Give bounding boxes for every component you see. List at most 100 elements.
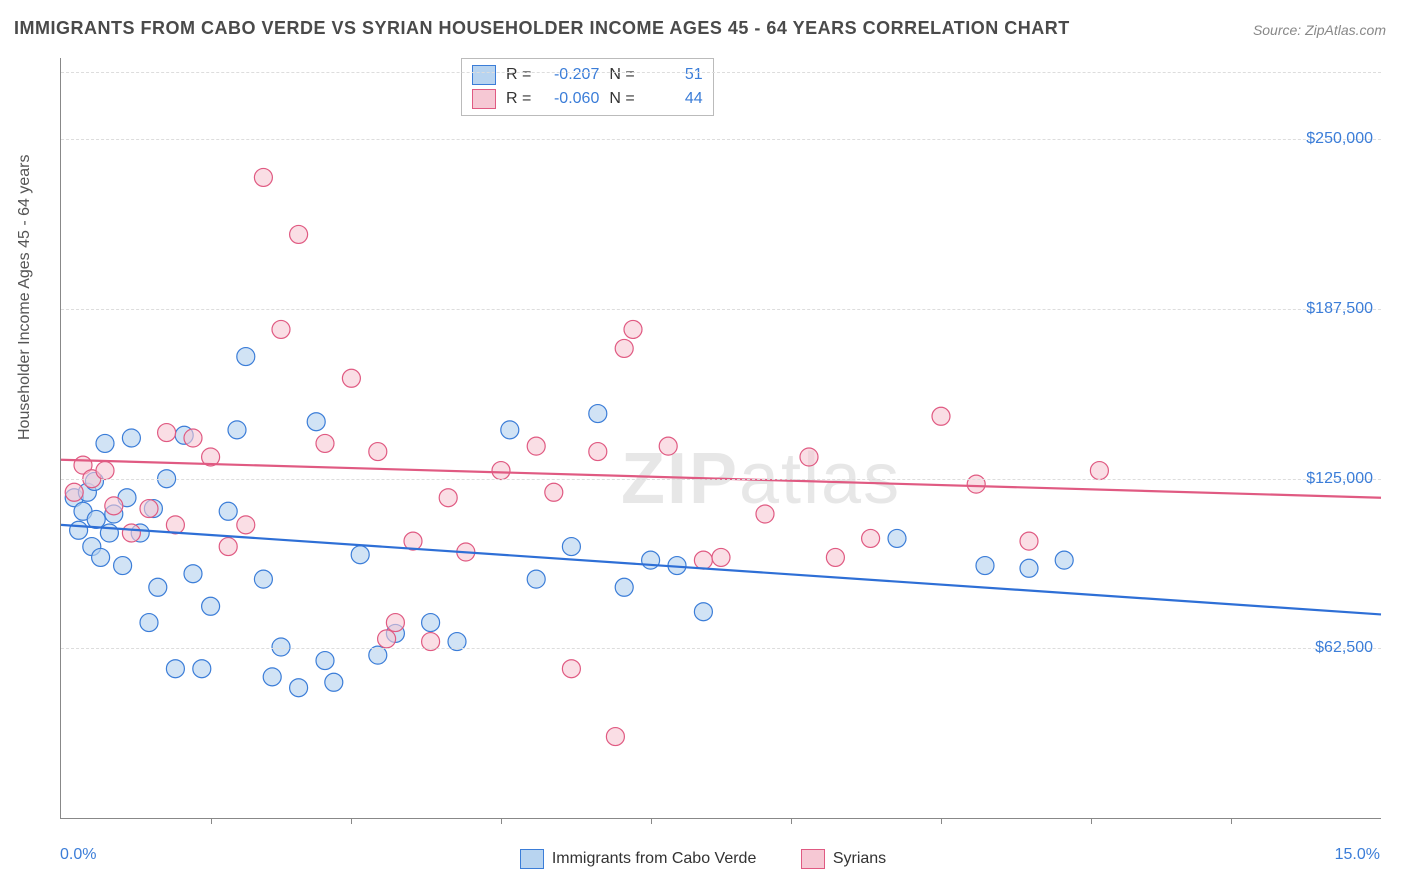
data-point: [92, 548, 110, 566]
data-point: [659, 437, 677, 455]
x-tick: [501, 818, 502, 824]
x-tick: [941, 818, 942, 824]
y-tick-label: $125,000: [1306, 470, 1373, 488]
source-attribution: Source: ZipAtlas.com: [1253, 22, 1386, 38]
data-point: [589, 405, 607, 423]
data-point: [615, 578, 633, 596]
data-point: [1020, 559, 1038, 577]
data-point: [254, 168, 272, 186]
legend-n-value-1: 51: [645, 66, 703, 84]
gridline: [61, 139, 1381, 140]
data-point: [589, 443, 607, 461]
data-point: [254, 570, 272, 588]
data-point: [158, 424, 176, 442]
data-point: [237, 516, 255, 534]
data-point: [96, 434, 114, 452]
data-point: [166, 660, 184, 678]
data-point: [694, 551, 712, 569]
bottom-legend-swatch-2: [801, 849, 825, 869]
data-point: [122, 429, 140, 447]
data-point: [219, 538, 237, 556]
legend-r-value-1: -0.207: [541, 66, 599, 84]
data-point: [800, 448, 818, 466]
legend-r-label-2: R =: [506, 90, 531, 108]
correlation-legend: R = -0.207 N = 51 R = -0.060 N = 44: [461, 58, 714, 116]
data-point: [290, 679, 308, 697]
legend-r-label-1: R =: [506, 66, 531, 84]
x-tick: [211, 818, 212, 824]
data-point: [184, 565, 202, 583]
data-point: [263, 668, 281, 686]
bottom-legend-item-2: Syrians: [801, 849, 886, 869]
y-tick-label: $187,500: [1306, 300, 1373, 318]
bottom-legend-label-2: Syrians: [833, 850, 886, 868]
data-point: [606, 728, 624, 746]
legend-n-label-1: N =: [609, 66, 634, 84]
data-point: [712, 548, 730, 566]
gridline: [61, 309, 1381, 310]
trend-line: [61, 525, 1381, 615]
chart-svg: [61, 58, 1381, 818]
data-point: [219, 502, 237, 520]
data-point: [694, 603, 712, 621]
gridline: [61, 479, 1381, 480]
data-point: [122, 524, 140, 542]
data-point: [976, 557, 994, 575]
legend-row-series-2: R = -0.060 N = 44: [472, 87, 703, 111]
data-point: [193, 660, 211, 678]
bottom-legend: Immigrants from Cabo Verde Syrians: [0, 849, 1406, 874]
x-tick: [1231, 818, 1232, 824]
x-tick: [1091, 818, 1092, 824]
data-point: [316, 434, 334, 452]
data-point: [202, 597, 220, 615]
data-point: [316, 652, 334, 670]
data-point: [439, 489, 457, 507]
data-point: [615, 339, 633, 357]
data-point: [149, 578, 167, 596]
bottom-legend-label-1: Immigrants from Cabo Verde: [552, 850, 757, 868]
data-point: [862, 529, 880, 547]
legend-n-value-2: 44: [645, 90, 703, 108]
data-point: [826, 548, 844, 566]
bottom-legend-item-1: Immigrants from Cabo Verde: [520, 849, 757, 869]
data-point: [932, 407, 950, 425]
data-point: [237, 348, 255, 366]
legend-swatch-2: [472, 89, 496, 109]
chart-title: IMMIGRANTS FROM CABO VERDE VS SYRIAN HOU…: [14, 18, 1070, 39]
x-tick: [651, 818, 652, 824]
data-point: [756, 505, 774, 523]
data-point: [562, 660, 580, 678]
data-point: [184, 429, 202, 447]
gridline: [61, 648, 1381, 649]
data-point: [642, 551, 660, 569]
data-point: [527, 437, 545, 455]
data-point: [527, 570, 545, 588]
data-point: [492, 462, 510, 480]
data-point: [378, 630, 396, 648]
legend-row-series-1: R = -0.207 N = 51: [472, 63, 703, 87]
plot-area: ZIPatlas R = -0.207 N = 51 R = -0.060 N …: [60, 58, 1381, 819]
data-point: [562, 538, 580, 556]
data-point: [272, 638, 290, 656]
y-tick-label: $250,000: [1306, 130, 1373, 148]
data-point: [70, 521, 88, 539]
data-point: [1020, 532, 1038, 550]
legend-r-value-2: -0.060: [541, 90, 599, 108]
data-point: [1090, 462, 1108, 480]
data-point: [140, 614, 158, 632]
data-point: [65, 483, 83, 501]
data-point: [342, 369, 360, 387]
x-tick: [791, 818, 792, 824]
y-axis-label: Householder Income Ages 45 - 64 years: [16, 155, 34, 441]
data-point: [307, 413, 325, 431]
legend-swatch-1: [472, 65, 496, 85]
x-tick: [351, 818, 352, 824]
data-point: [351, 546, 369, 564]
data-point: [114, 557, 132, 575]
data-point: [140, 500, 158, 518]
data-point: [105, 497, 123, 515]
bottom-legend-swatch-1: [520, 849, 544, 869]
data-point: [290, 225, 308, 243]
data-point: [96, 462, 114, 480]
data-point: [624, 320, 642, 338]
